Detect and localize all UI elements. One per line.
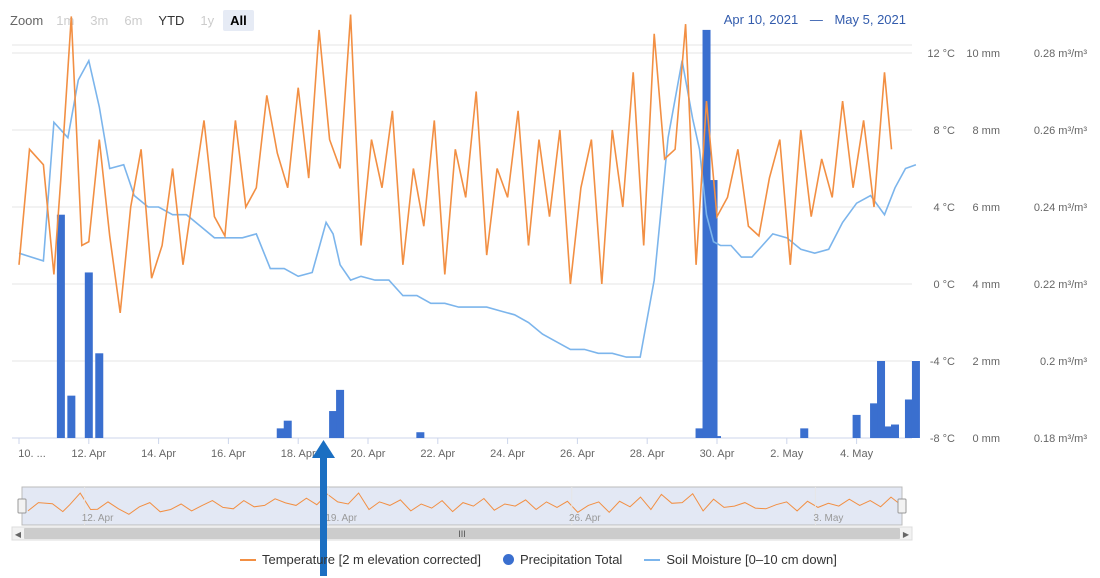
legend-soil-label: Soil Moisture [0–10 cm down]: [666, 552, 837, 567]
precipitation-bar: [877, 361, 886, 438]
grid-lines: [12, 44, 912, 439]
zoom-label: Zoom: [10, 12, 44, 28]
precipitation-bars: [56, 29, 920, 439]
x-tick-label: 18. Apr: [281, 448, 316, 460]
range-button-all[interactable]: All: [223, 9, 254, 31]
precipitation-bar: [95, 353, 104, 438]
x-tick-label: 16. Apr: [211, 448, 246, 460]
precipitation-bar: [884, 426, 893, 438]
legend-item-soil-moisture[interactable]: Soil Moisture [0–10 cm down]: [644, 552, 837, 567]
precipitation-bar: [416, 432, 425, 438]
precipitation-bar: [67, 395, 76, 438]
y-tick-label-precipitation: 8 mm: [973, 125, 1001, 137]
precipitation-bar: [709, 180, 718, 439]
range-button-3m[interactable]: 3m: [90, 12, 109, 28]
navigator-label: 3. May: [813, 513, 843, 524]
x-tick-label: 24. Apr: [490, 448, 525, 460]
legend-item-precipitation[interactable]: Precipitation Total: [502, 552, 623, 567]
y-axis-labels: 12 °C 8 °C 4 °C 0 °C -4 °C -8 °C 10 mm 8 mm 6 mm…: [927, 48, 1087, 445]
x-tick-label: 22. Apr: [420, 448, 455, 460]
range-button-ytd[interactable]: YTD: [158, 12, 185, 28]
legend: Temperature [2 m elevation corrected] Pr…: [240, 552, 859, 567]
x-tick-label: 10. ...: [18, 448, 46, 460]
range-selector: Zoom 1m 3m 6m YTD 1y All: [10, 8, 256, 32]
date-separator: —: [809, 12, 823, 27]
navigator: 12. Apr 19. Apr 26. Apr 3. May III ◀ ▶: [11, 486, 913, 541]
x-tick-label: 14. Apr: [141, 448, 176, 460]
precipitation-bar: [800, 428, 809, 438]
precipitation-bar: [890, 424, 899, 438]
y-tick-label-precipitation: 0 mm: [973, 433, 1001, 445]
x-tick-label: 20. Apr: [351, 448, 386, 460]
annotation-arrow-shaft: [320, 455, 327, 576]
precipitation-bar: [713, 436, 721, 438]
y-tick-label-soil_moisture: 0.22 m³/m³: [1034, 279, 1088, 291]
y-tick-label-soil_moisture: 0.2 m³/m³: [1040, 356, 1087, 368]
navigator-label: 19. Apr: [325, 513, 357, 524]
soil-moisture-line: [18, 58, 917, 358]
y-tick-label-soil_moisture: 0.28 m³/m³: [1034, 48, 1088, 60]
date-range-display: Apr 10, 2021 — May 5, 2021: [720, 12, 910, 27]
range-button-1y[interactable]: 1y: [200, 12, 215, 28]
navigator-series-line: [27, 492, 899, 515]
legend-soil-swatch: [644, 558, 661, 561]
legend-item-temperature[interactable]: Temperature [2 m elevation corrected]: [240, 552, 481, 567]
date-to[interactable]: May 5, 2021: [834, 12, 906, 27]
date-from[interactable]: Apr 10, 2021: [723, 12, 799, 27]
y-tick-label-temperature: -4 °C: [930, 356, 955, 368]
annotation-layer: [312, 440, 335, 576]
precipitation-bar: [852, 414, 861, 438]
scrollbar-right-arrow: ▶: [903, 530, 910, 539]
y-tick-label-precipitation: 10 mm: [966, 48, 1000, 60]
y-tick-label-soil_moisture: 0.26 m³/m³: [1034, 125, 1088, 137]
navigator-label: 12. Apr: [82, 513, 114, 524]
scrollbar-left-arrow: ◀: [15, 530, 22, 539]
precipitation-bar: [56, 214, 65, 438]
y-tick-label-soil_moisture: 0.18 m³/m³: [1034, 433, 1088, 445]
precipitation-bar: [695, 428, 704, 438]
annotation-arrow-head: [312, 440, 335, 458]
y-tick-label-temperature: 12 °C: [927, 48, 955, 60]
temperature-line: [18, 14, 893, 314]
x-tick-label: 2. May: [770, 448, 804, 460]
precipitation-bar: [336, 389, 345, 438]
x-tick-label: 12. Apr: [71, 448, 106, 460]
series-lines: [18, 14, 917, 358]
scrollbar-thumb: [24, 528, 900, 539]
legend-precipitation-swatch: [502, 554, 514, 565]
x-axis-labels: 10. ... 12. Apr 14. Apr 16. Apr 18. Apr 20. A…: [18, 438, 874, 460]
navigator-label: 26. Apr: [569, 513, 601, 524]
y-tick-label-precipitation: 6 mm: [973, 202, 1001, 214]
x-tick-label: 26. Apr: [560, 448, 595, 460]
legend-precipitation-label: Precipitation Total: [519, 552, 623, 567]
precipitation-bar: [904, 399, 913, 438]
x-tick-label: 4. May: [840, 448, 874, 460]
y-tick-label-temperature: 4 °C: [933, 202, 955, 214]
precipitation-bar: [911, 361, 920, 438]
range-button-6m[interactable]: 6m: [124, 12, 143, 28]
navigator-handle: [897, 498, 907, 514]
navigator-mask: [21, 486, 903, 526]
precipitation-bar: [870, 403, 879, 438]
y-tick-label-temperature: 0 °C: [933, 279, 955, 291]
x-tick-label: 28. Apr: [630, 448, 665, 460]
precipitation-bar: [84, 272, 93, 438]
y-tick-label-precipitation: 4 mm: [973, 279, 1001, 291]
precipitation-bar: [276, 428, 285, 438]
y-tick-label-temperature: -8 °C: [930, 433, 955, 445]
y-tick-label-precipitation: 2 mm: [973, 356, 1001, 368]
legend-temperature-swatch: [240, 558, 256, 561]
precipitation-bar: [283, 420, 292, 438]
precipitation-bar: [329, 411, 338, 438]
range-button-1m[interactable]: 1m: [56, 12, 75, 28]
navigator-handle: [17, 498, 27, 514]
legend-temperature-label: Temperature [2 m elevation corrected]: [262, 552, 481, 567]
y-tick-label-temperature: 8 °C: [933, 125, 955, 137]
y-tick-label-soil_moisture: 0.24 m³/m³: [1034, 202, 1088, 214]
x-tick-label: 30. Apr: [700, 448, 735, 460]
precipitation-bar: [702, 29, 711, 439]
scrollbar-grip: III: [458, 529, 466, 539]
